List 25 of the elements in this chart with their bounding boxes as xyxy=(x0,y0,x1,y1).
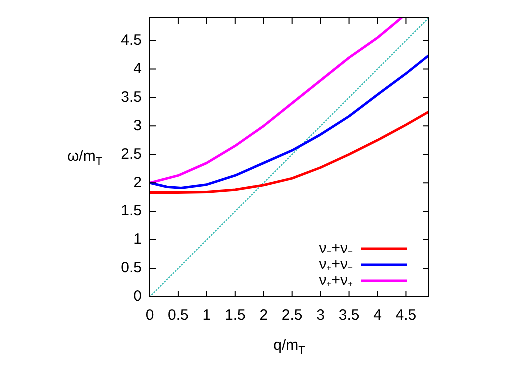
y-axis-title: ω/m$_{T}$ xyxy=(67,148,103,168)
y-tick-label: 0 xyxy=(134,288,142,306)
legend-label: ν₊+ν₋ xyxy=(319,256,353,274)
x-tick-label: 1.5 xyxy=(224,307,246,324)
x-tick-label: 1 xyxy=(202,307,212,324)
x-tick-label: 2 xyxy=(260,307,268,324)
y-tick-label: 2.5 xyxy=(121,146,142,163)
x-tick-label: 4.5 xyxy=(396,307,417,324)
x-tick-label: 4 xyxy=(374,307,382,324)
y-tick-label: 3.5 xyxy=(121,88,142,106)
y-tick-label: 3 xyxy=(134,117,142,134)
x-tick-label: 3.5 xyxy=(338,307,360,324)
y-tick-label: 1.5 xyxy=(121,202,142,220)
y-tick-label: 1 xyxy=(134,231,142,248)
y-tick-label: 4 xyxy=(134,60,142,78)
x-tick-label: 0 xyxy=(146,307,154,324)
y-tick-label: 2 xyxy=(134,174,142,192)
x-tick-label: 0.5 xyxy=(168,307,189,324)
y-tick-label: 0.5 xyxy=(121,260,142,277)
x-tick-label: 3 xyxy=(316,307,325,324)
y-tick-label: 4.5 xyxy=(121,32,142,49)
legend-label: ν₊+ν₊ xyxy=(319,272,353,290)
x-tick-label: 2.5 xyxy=(282,307,303,324)
x-axis-title: q/m$_{T}$ xyxy=(274,337,306,357)
legend-label: ν₋+ν₋ xyxy=(319,240,353,258)
